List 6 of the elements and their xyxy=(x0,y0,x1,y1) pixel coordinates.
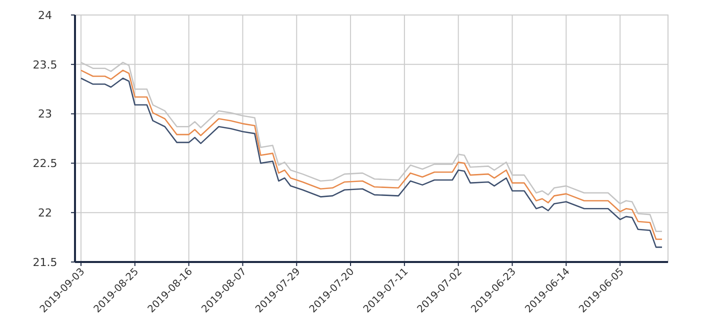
y-tick-label: 23.5 xyxy=(32,58,58,72)
y-tick-label: 23 xyxy=(38,108,52,121)
y-tick-label: 21.5 xyxy=(32,256,58,269)
y-tick-label: 22.5 xyxy=(32,157,58,170)
y-tick-label: 22 xyxy=(38,206,52,220)
y-tick-label: 24 xyxy=(38,8,52,22)
